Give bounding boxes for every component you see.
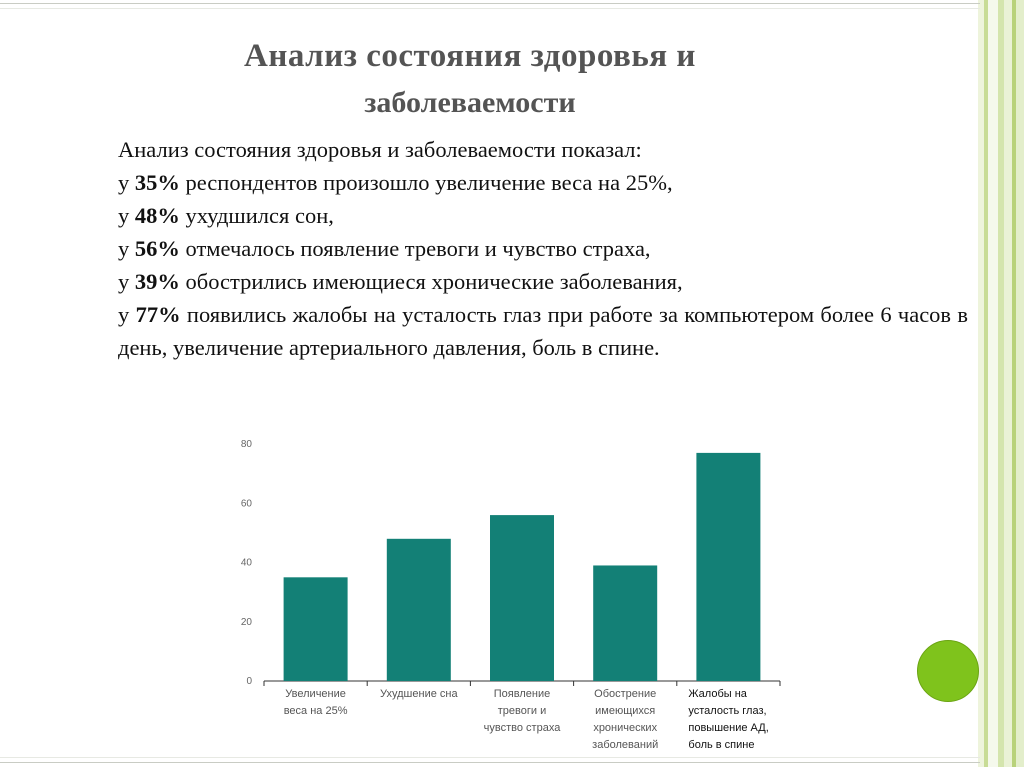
slide-title-line-1: Анализ состояния здоровья и [244,38,696,74]
finding-prefix: у [118,236,135,261]
y-tick-label: 20 [241,617,253,628]
decorative-stripes [978,0,1024,767]
y-tick-label: 80 [241,439,253,450]
finding-text: отмечалось появление тревоги и чувство с… [179,236,651,261]
finding-percent: 56% [134,236,180,261]
intro-line: Анализ состояния здоровья и заболеваемос… [118,137,642,162]
x-category-label: Жалобы на усталость глаз, повышение АД, бол… [688,688,768,751]
bar [593,565,658,681]
finding-percent: 77% [135,302,181,327]
bar [696,452,761,681]
finding-text: ухудшился сон, [179,203,334,228]
y-tick-label: 0 [246,676,252,687]
frame-top-line [0,3,980,9]
y-tick-label: 60 [241,498,253,509]
finding-line: у 35% респондентов произошло увеличение … [118,166,968,199]
finding-percent: 35% [134,170,180,195]
finding-prefix: у [118,170,135,195]
frame-bottom-line [0,757,980,763]
x-category-label: Ухудшение сна [380,688,458,700]
finding-line: у 39% обострились имеющиеся хронические … [118,265,968,298]
x-category-label: Появление тревоги и чувство страха [484,688,562,734]
finding-prefix: у [118,269,135,294]
finding-line: у 48% ухудшился сон, [118,199,968,232]
finding-prefix: у [118,203,135,228]
y-tick-label: 40 [241,558,253,569]
decorative-green-circle [917,640,979,702]
x-category-label: Обострение имеющихся хронических заболевани… [592,688,658,751]
x-category-label: Увеличение веса на 25% [284,688,348,717]
finding-text: появились жалобы на усталость глаз при р… [118,302,969,360]
finding-line: у 77% появились жалобы на усталость глаз… [118,298,968,364]
bar [386,538,451,681]
finding-text: респондентов произошло увеличение веса н… [179,170,673,195]
finding-percent: 48% [134,203,180,228]
finding-prefix: у [118,302,136,327]
finding-percent: 39% [134,269,180,294]
finding-text: обострились имеющиеся хронические заболе… [179,269,683,294]
findings-text: Анализ состояния здоровья и заболеваемос… [118,133,968,364]
bar-chart: 0 20 40 60 80 Увеличение веса на 25% Ухудшение … [241,439,781,751]
slide-title-line-2: заболеваемости [364,86,576,119]
finding-line: у 56% отмечалось появление тревоги и чув… [118,232,968,265]
bar [490,515,554,681]
bar [283,577,348,681]
